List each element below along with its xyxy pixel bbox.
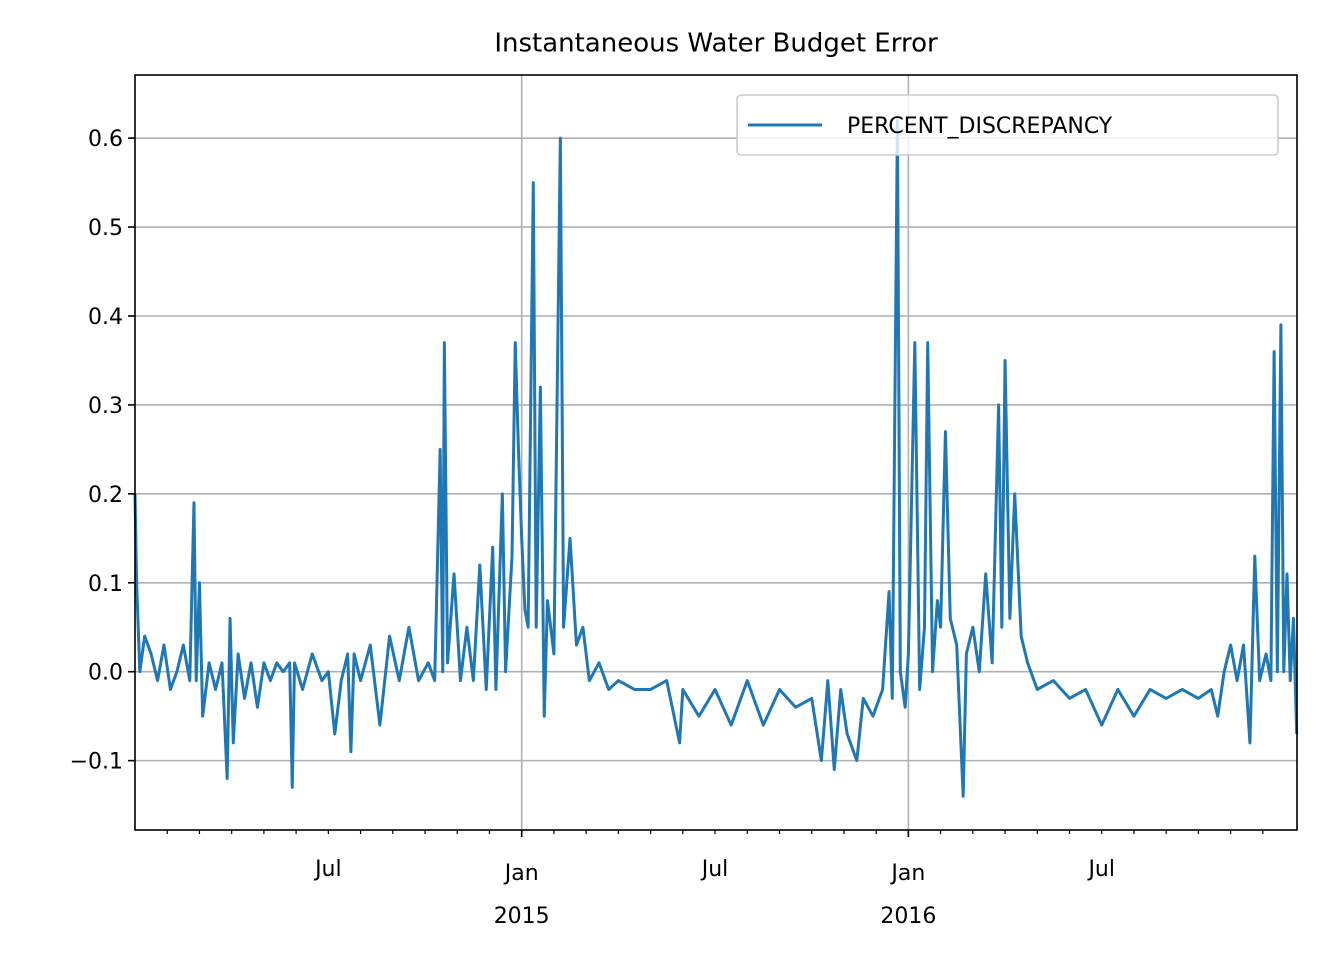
y-tick-label: 0.3 (88, 394, 123, 419)
x-tick-label: Jul (313, 857, 342, 882)
y-tick-label: 0.1 (88, 572, 123, 597)
y-tick-label: 0.0 (88, 661, 123, 686)
legend-box (736, 94, 1279, 156)
y-tick-label: 0.2 (88, 483, 123, 508)
x-tick-label: Jul (700, 857, 729, 882)
y-tick-label: 0.5 (88, 216, 123, 241)
legend-label: PERCENT_DISCREPANCY (847, 114, 1113, 139)
data-line (133, 118, 1299, 798)
y-tick-label: −0.1 (70, 750, 123, 775)
y-tick-label: 0.4 (88, 305, 123, 330)
x-tick-label: Jan 2016 (880, 861, 936, 929)
chart-title: Instantaneous Water Budget Error (494, 29, 938, 59)
axes-frame (134, 74, 1298, 831)
legend: PERCENT_DISCREPANCY (736, 94, 1279, 156)
plot-area (133, 118, 1299, 798)
y-tick-label: 0.6 (88, 127, 123, 152)
x-tick-label: Jan 2015 (494, 861, 550, 929)
x-tick-label: Jul (1086, 857, 1115, 882)
axes: −0.1 0.0 0.1 0.2 0.3 0.4 0.5 0.6 Jan 2015 Jan 2016 J… (70, 74, 1298, 929)
grid (135, 75, 1297, 830)
